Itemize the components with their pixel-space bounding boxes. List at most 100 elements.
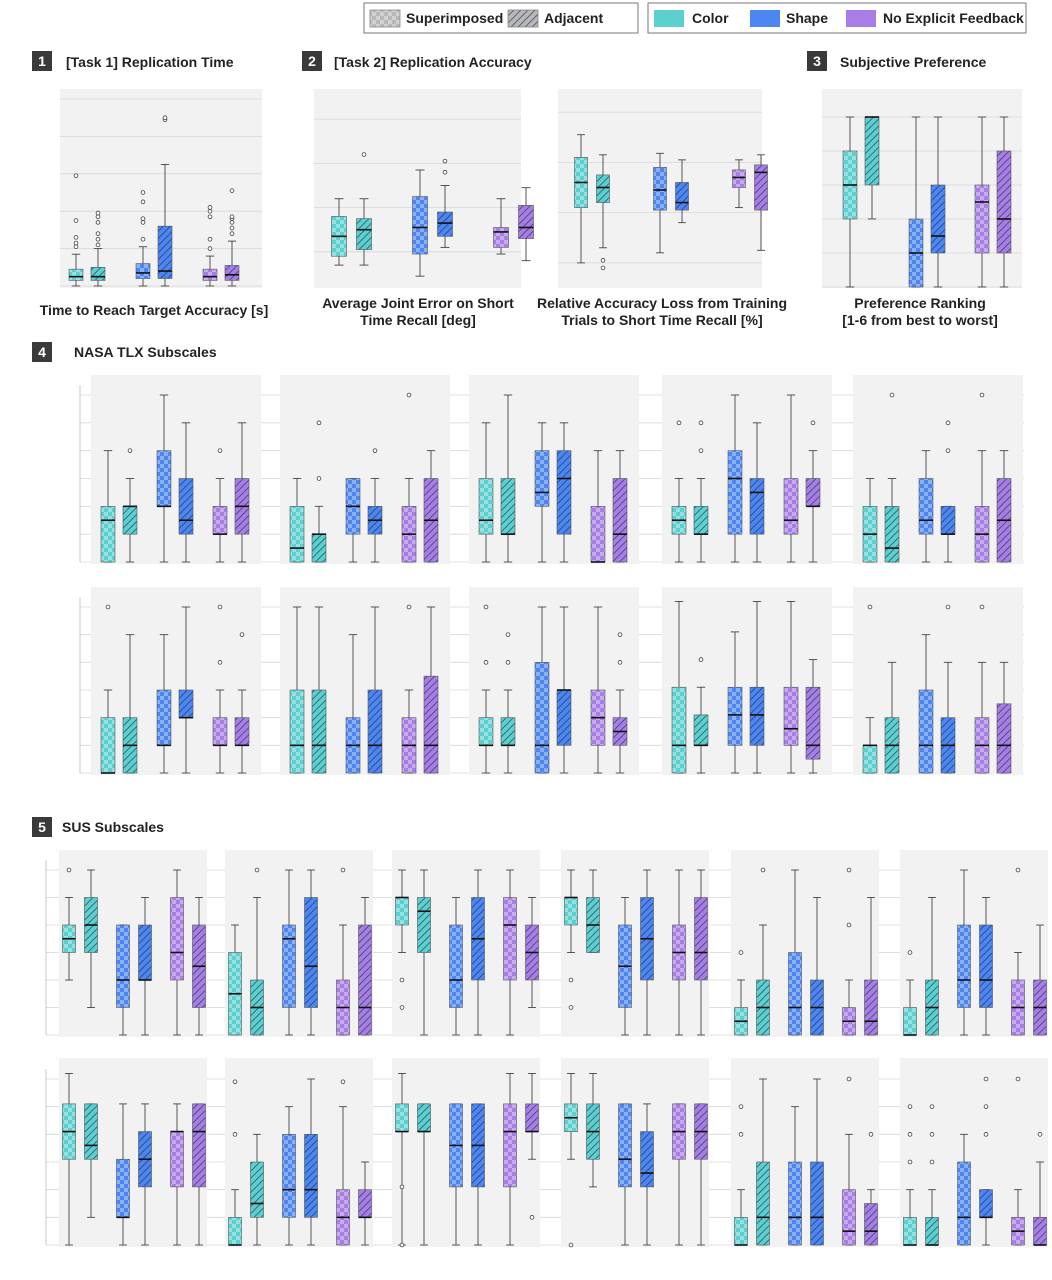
outlier-point — [406, 604, 412, 610]
box — [90, 266, 106, 281]
box — [138, 924, 152, 981]
panel-background — [469, 375, 639, 564]
outlier-point — [95, 220, 101, 225]
box — [417, 1103, 431, 1132]
box — [534, 450, 550, 507]
legend-label-no-feedback: No Explicit Feedback — [883, 10, 1024, 26]
section-number: 3 — [813, 53, 821, 69]
outlier-point — [207, 246, 213, 251]
box — [864, 116, 880, 186]
box — [478, 478, 494, 535]
panel-background — [853, 375, 1023, 564]
box — [518, 205, 534, 239]
box — [503, 897, 517, 981]
outlier-point — [140, 236, 146, 242]
outlier-point — [73, 235, 79, 240]
box — [356, 218, 372, 250]
box — [805, 686, 821, 760]
box — [925, 1217, 939, 1246]
box — [749, 686, 765, 746]
box — [135, 263, 151, 279]
outlier-point — [907, 950, 913, 955]
outlier-point — [983, 1104, 989, 1109]
x-axis-label-line: Time Recall [deg] — [360, 312, 476, 328]
panel-background — [392, 1058, 540, 1247]
box — [918, 689, 934, 774]
box — [234, 717, 250, 746]
panel-background — [662, 587, 832, 775]
box — [756, 1161, 770, 1246]
outlier-point — [907, 1159, 913, 1165]
box — [618, 1103, 632, 1188]
box — [556, 450, 572, 535]
outlier-point — [442, 158, 448, 164]
box — [590, 506, 606, 563]
panel-physical-demand-row2 — [280, 587, 450, 775]
box — [534, 662, 550, 774]
panel-learning-curve-row1 — [731, 850, 879, 1037]
panel-perceived-complexity-row2 — [225, 1058, 373, 1247]
outlier-point — [529, 1215, 535, 1220]
outlier-point — [229, 231, 235, 236]
box — [282, 1134, 296, 1218]
panel-confidence-in-the-system-row1 — [561, 850, 709, 1037]
panel-effort-row1 — [469, 375, 639, 564]
panel-background — [731, 1058, 879, 1247]
section-heading-5: 5 SUS Subscales — [32, 817, 164, 837]
section-title: [Task 2] Replication Accuracy — [334, 54, 532, 70]
section-title: Subjective Preference — [840, 54, 987, 70]
chart-joint-error — [314, 89, 534, 288]
outlier-point — [738, 950, 744, 955]
section-number: 5 — [38, 819, 46, 835]
outlier-point — [316, 420, 322, 426]
box — [493, 227, 509, 248]
box — [311, 689, 327, 774]
outlier-point — [483, 604, 489, 610]
outlier-point — [617, 660, 623, 665]
panel-mental-demand-row1 — [91, 375, 261, 564]
box — [358, 1189, 372, 1218]
x-axis-label-line: Average Joint Error on Short — [322, 295, 514, 311]
outlier-point — [617, 632, 623, 637]
outlier-point — [232, 1132, 238, 1137]
panel-background — [91, 587, 261, 775]
panel-background — [59, 850, 207, 1037]
outlier-point — [568, 1005, 574, 1010]
box — [788, 1161, 802, 1246]
panel-background — [392, 850, 540, 1037]
outlier-point — [207, 205, 213, 210]
outlier-point — [254, 867, 260, 873]
box — [525, 1103, 539, 1132]
box — [805, 478, 821, 507]
panel-frustration-row2 — [853, 587, 1023, 775]
legend-swatch-no-feedback — [846, 10, 876, 27]
outlier-point — [929, 1104, 935, 1109]
chart-accuracy-loss — [558, 89, 768, 288]
box — [202, 268, 218, 281]
panel-mental-demand-row2 — [91, 587, 261, 775]
outlier-point — [698, 448, 704, 453]
box — [734, 1217, 748, 1246]
box — [727, 450, 743, 535]
outlier-point — [95, 210, 101, 216]
outlier-point — [399, 1184, 405, 1190]
outlier-point — [945, 604, 951, 610]
box — [671, 686, 687, 774]
section-number: 4 — [38, 344, 46, 360]
outlier-point — [95, 231, 101, 236]
outlier-point — [568, 1242, 574, 1248]
box — [996, 703, 1012, 774]
outlier-point — [945, 448, 951, 453]
outlier-point — [868, 1132, 874, 1137]
outlier-point — [406, 392, 412, 398]
box — [156, 689, 172, 746]
outlier-point — [399, 1005, 405, 1010]
outlier-point — [846, 1076, 852, 1082]
outlier-point — [95, 242, 101, 248]
box — [996, 150, 1012, 254]
panel-system-distractions-row2 — [900, 1058, 1048, 1247]
box — [862, 745, 878, 774]
legend-label-color: Color — [692, 10, 729, 26]
box — [754, 164, 768, 211]
panel-background — [469, 587, 639, 775]
